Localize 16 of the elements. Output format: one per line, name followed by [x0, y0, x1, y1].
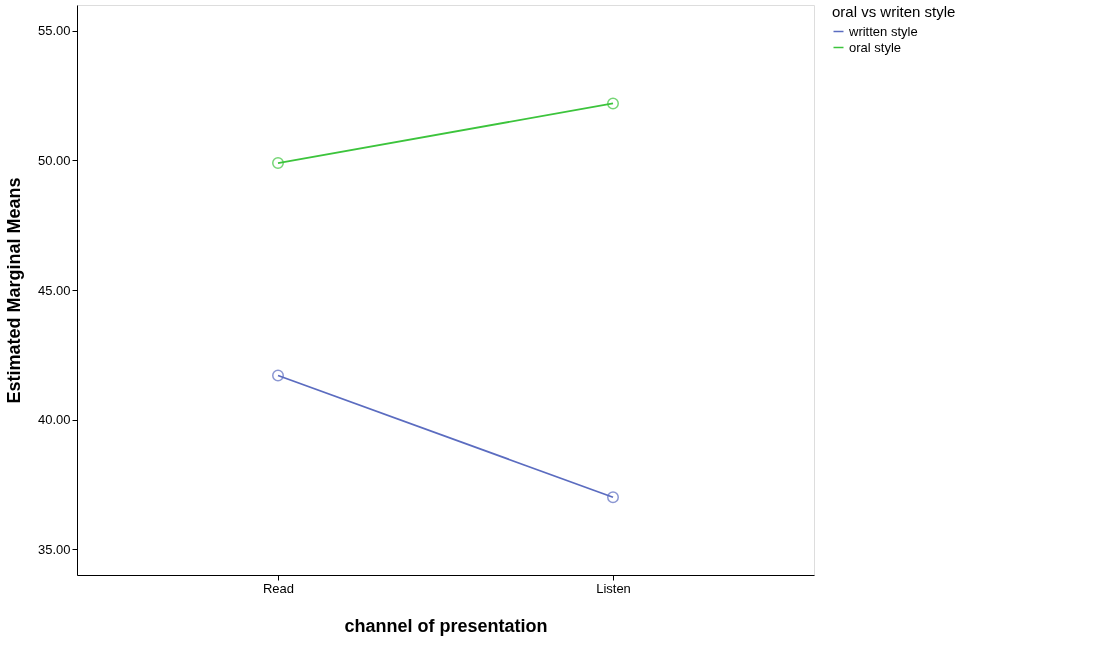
point — [272, 369, 284, 382]
y-tick-label: 55.00 — [37, 23, 71, 39]
y-tick-label: 45.00 — [37, 282, 71, 298]
legend-title: oral vs writen style — [832, 3, 956, 20]
x-axis-title: channel of presentation — [344, 615, 548, 636]
y-axis-title: Estimated Marginal Means — [3, 177, 24, 404]
point — [607, 491, 619, 504]
x-tick-label: Read — [262, 580, 295, 596]
point — [272, 157, 284, 170]
legend-label: written style — [848, 23, 918, 39]
y-tick-label: 50.00 — [37, 152, 71, 168]
x-tick-label: Listen — [596, 580, 631, 596]
y-tick-label: 40.00 — [37, 412, 71, 428]
y-tick-label: 35.00 — [37, 541, 71, 557]
point — [607, 97, 619, 110]
legend-label: oral style — [849, 39, 902, 55]
